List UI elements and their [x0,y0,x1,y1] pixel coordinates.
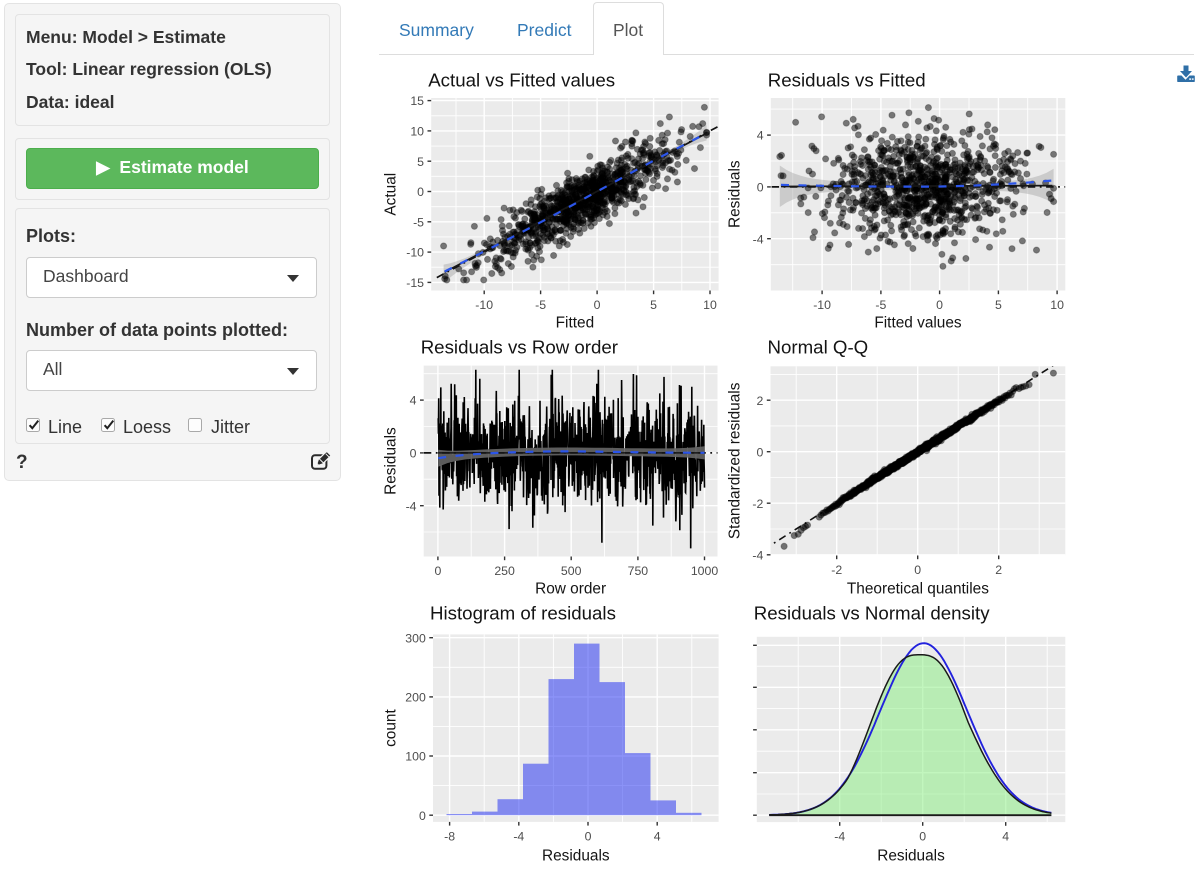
svg-text:Residuals: Residuals [542,848,610,865]
svg-text:4: 4 [654,830,661,844]
svg-text:250: 250 [494,564,515,578]
svg-text:-4: -4 [752,548,763,562]
svg-text:-2: -2 [752,497,763,511]
svg-text:-5: -5 [413,215,424,229]
svg-text:Residuals vs Row order: Residuals vs Row order [421,337,618,358]
svg-text:0: 0 [417,185,424,199]
svg-text:Normal Q-Q: Normal Q-Q [768,337,869,358]
svg-text:-4: -4 [834,830,845,844]
svg-text:count: count [383,709,400,747]
svg-text:Theoretical quantiles: Theoretical quantiles [847,581,989,598]
svg-text:1000: 1000 [691,564,719,578]
svg-text:Standardized residuals: Standardized residuals [727,382,744,539]
svg-text:100: 100 [405,750,426,764]
svg-text:0: 0 [757,181,764,195]
svg-text:-10: -10 [475,298,493,312]
svg-text:0: 0 [434,564,441,578]
svg-text:-8: -8 [444,830,455,844]
svg-text:10: 10 [410,125,424,139]
svg-text:4: 4 [410,394,417,408]
svg-text:-5: -5 [875,298,886,312]
svg-text:2: 2 [756,394,763,408]
svg-text:Residuals: Residuals [383,427,400,495]
svg-text:0: 0 [585,830,592,844]
svg-text:0: 0 [419,809,426,823]
svg-text:10: 10 [703,298,717,312]
svg-text:-2: -2 [831,563,842,577]
svg-text:Fitted values: Fitted values [874,315,962,330]
svg-text:500: 500 [561,564,582,578]
svg-text:-4: -4 [406,499,417,513]
svg-text:Residuals: Residuals [877,848,945,865]
svg-text:200: 200 [405,691,426,705]
svg-text:0: 0 [594,298,601,312]
svg-text:0: 0 [936,298,943,312]
svg-text:-10: -10 [406,246,424,260]
svg-text:-5: -5 [535,298,546,312]
svg-text:Actual: Actual [383,173,400,216]
svg-text:10: 10 [1050,298,1064,312]
svg-text:Residuals: Residuals [727,160,744,228]
svg-text:Row order: Row order [535,581,606,598]
svg-text:-4: -4 [753,232,764,246]
svg-text:15: 15 [410,94,424,108]
svg-text:-15: -15 [406,276,424,290]
svg-text:Histogram of residuals: Histogram of residuals [430,603,616,624]
svg-text:300: 300 [405,631,426,645]
svg-text:Residuals vs Fitted: Residuals vs Fitted [768,70,926,91]
svg-text:-10: -10 [813,298,831,312]
svg-text:-4: -4 [513,830,524,844]
svg-text:Actual vs Fitted values: Actual vs Fitted values [428,70,615,91]
svg-text:4: 4 [1002,830,1009,844]
svg-text:0: 0 [914,563,921,577]
svg-text:2: 2 [995,563,1002,577]
svg-text:0: 0 [919,830,926,844]
svg-text:750: 750 [628,564,649,578]
svg-text:5: 5 [995,298,1002,312]
svg-text:5: 5 [650,298,657,312]
svg-text:Residuals vs Normal density: Residuals vs Normal density [754,603,990,624]
svg-text:0: 0 [410,447,417,461]
svg-text:5: 5 [417,155,424,169]
svg-text:4: 4 [757,129,764,143]
svg-text:Fitted: Fitted [556,315,595,331]
svg-text:0: 0 [756,445,763,459]
